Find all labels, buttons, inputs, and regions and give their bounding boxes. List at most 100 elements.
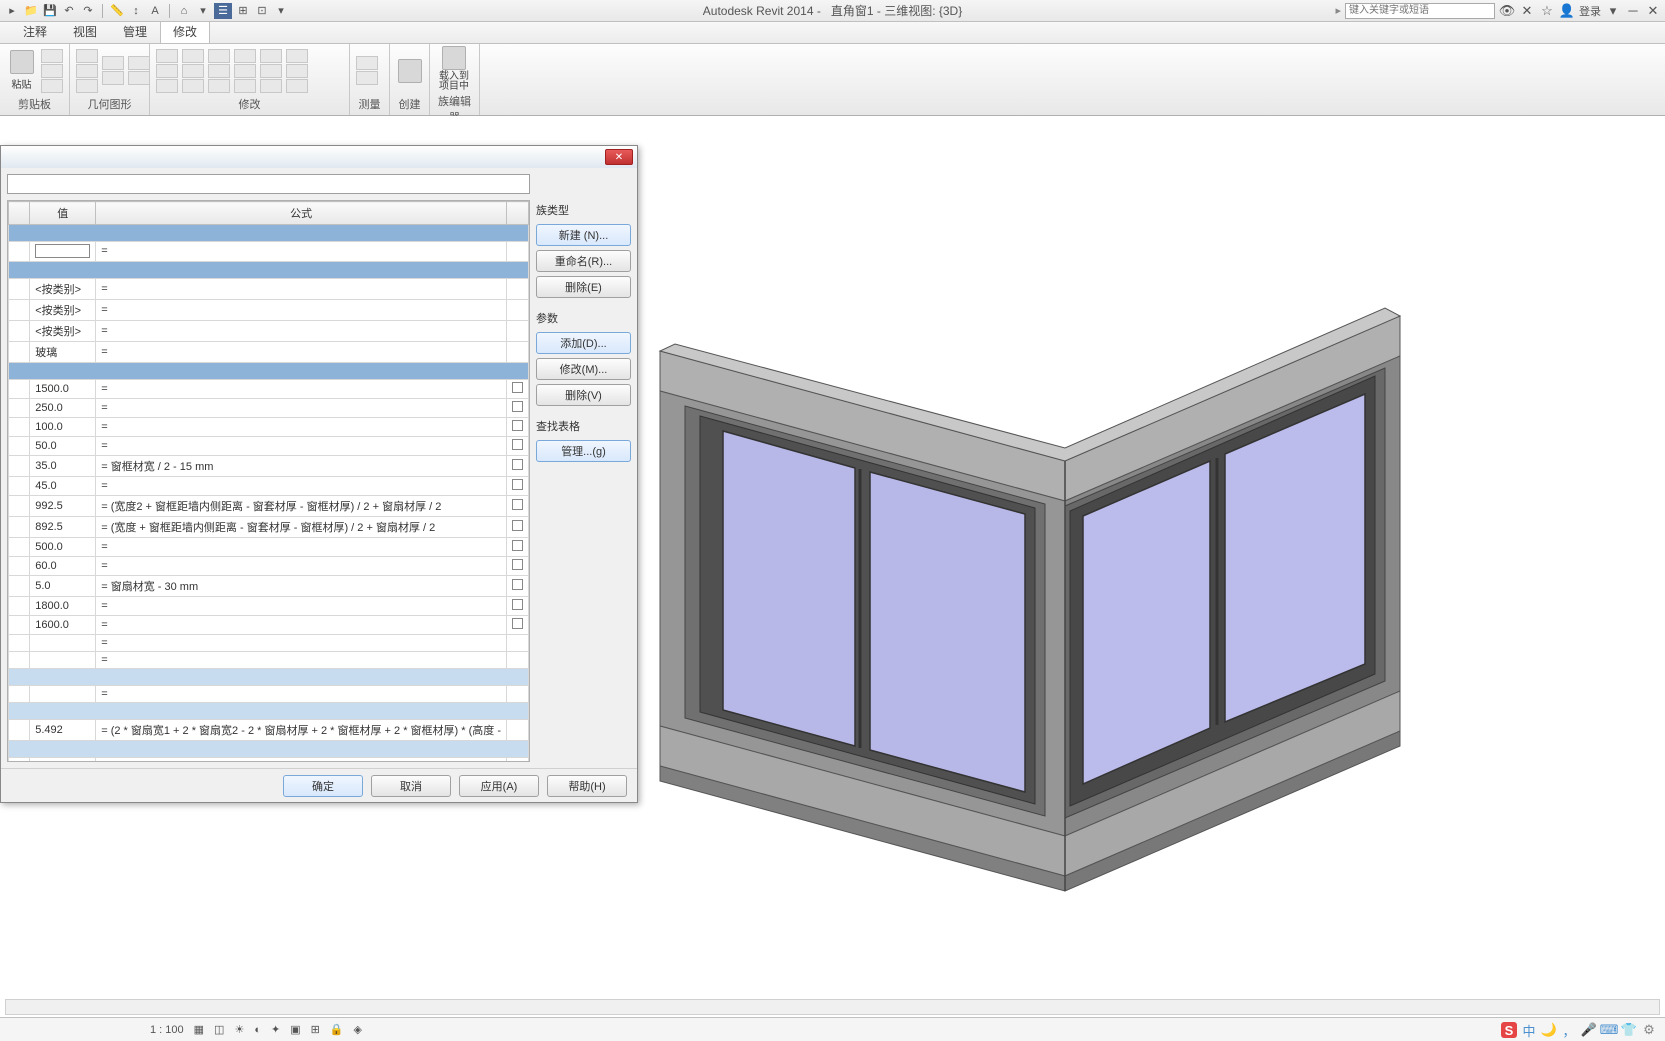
mod-btn-11[interactable]: [234, 64, 256, 78]
mod-btn-13[interactable]: [260, 49, 282, 63]
table-row[interactable]: 50.0=: [9, 436, 529, 455]
new-type-button[interactable]: 新建 (N)...: [536, 224, 631, 246]
table-row[interactable]: 35.0= 窗框材宽 / 2 - 15 mm: [9, 455, 529, 476]
favorite-icon[interactable]: ☆: [1539, 3, 1555, 19]
skin-icon[interactable]: 👕: [1621, 1022, 1637, 1038]
table-row[interactable]: [9, 261, 529, 278]
text-icon[interactable]: A: [147, 3, 163, 19]
modify-param-button[interactable]: 修改(M)...: [536, 358, 631, 380]
login-link[interactable]: 登录: [1579, 3, 1601, 19]
table-row[interactable]: =: [9, 685, 529, 702]
measure-icon[interactable]: 📏: [109, 3, 125, 19]
3d-model-view[interactable]: [645, 276, 1405, 916]
table-row[interactable]: =: [9, 651, 529, 668]
load-into-project-button[interactable]: 载入到 项目中: [436, 46, 472, 92]
app-menu-icon[interactable]: ▸: [4, 3, 20, 19]
table-row[interactable]: =: [9, 634, 529, 651]
mod-btn-17[interactable]: [286, 64, 308, 78]
shadows-icon[interactable]: ◐: [254, 1024, 261, 1036]
table-row[interactable]: [9, 362, 529, 379]
comm-icon[interactable]: ✕: [1519, 3, 1535, 19]
window-icon[interactable]: ⊡: [254, 3, 270, 19]
table-row[interactable]: <按类别>=: [9, 299, 529, 320]
lock-checkbox[interactable]: [512, 540, 523, 551]
reveal-icon[interactable]: ◈: [354, 1023, 362, 1036]
geo-btn-1[interactable]: [76, 49, 98, 63]
minimize-icon[interactable]: ─: [1625, 3, 1641, 19]
table-row[interactable]: =: [9, 757, 529, 762]
lock-checkbox[interactable]: [512, 579, 523, 590]
undo-icon[interactable]: ↶: [61, 3, 77, 19]
mod-btn-7[interactable]: [208, 49, 230, 63]
remove-param-button[interactable]: 删除(V): [536, 384, 631, 406]
tab-manage[interactable]: 管理: [110, 19, 160, 43]
table-row[interactable]: 1600.0=: [9, 615, 529, 634]
cancel-button[interactable]: 取消: [371, 775, 451, 797]
help-button[interactable]: 帮助(H): [547, 775, 627, 797]
mod-btn-6[interactable]: [182, 79, 204, 93]
mod-btn-1[interactable]: [156, 49, 178, 63]
lock-icon[interactable]: 🔒: [330, 1023, 344, 1036]
cut-button[interactable]: [41, 49, 63, 63]
user-icon[interactable]: 👤: [1559, 3, 1575, 19]
lock-checkbox[interactable]: [512, 599, 523, 610]
open-icon[interactable]: 📁: [23, 3, 39, 19]
match-button[interactable]: [41, 79, 63, 93]
dropdown-icon[interactable]: ▾: [195, 3, 211, 19]
scale-display[interactable]: 1 : 100: [150, 1024, 184, 1036]
mod-btn-14[interactable]: [260, 64, 282, 78]
lock-checkbox[interactable]: [512, 439, 523, 450]
save-icon[interactable]: 💾: [42, 3, 58, 19]
lock-checkbox[interactable]: [512, 520, 523, 531]
lock-checkbox[interactable]: [512, 618, 523, 629]
table-row[interactable]: 1500.0=: [9, 379, 529, 398]
rename-type-button[interactable]: 重命名(R)...: [536, 250, 631, 272]
geo-btn-2[interactable]: [76, 64, 98, 78]
table-row[interactable]: 892.5= (宽度 + 窗框距墙内侧距离 - 窗套材厚 - 窗框材厚) / 2…: [9, 516, 529, 537]
lock-checkbox[interactable]: [512, 420, 523, 431]
ime-lang-icon[interactable]: 中: [1521, 1022, 1537, 1038]
tab-modify[interactable]: 修改: [160, 19, 210, 43]
mod-btn-8[interactable]: [208, 64, 230, 78]
redo-icon[interactable]: ↷: [80, 3, 96, 19]
type-selector[interactable]: [7, 174, 530, 194]
table-row[interactable]: <按类别>=: [9, 320, 529, 341]
table-row[interactable]: 500.0=: [9, 537, 529, 556]
table-row[interactable]: [9, 668, 529, 685]
home-icon[interactable]: ⌂: [176, 3, 192, 19]
table-row[interactable]: <按类别>=: [9, 278, 529, 299]
mod-btn-2[interactable]: [156, 64, 178, 78]
mod-btn-4[interactable]: [182, 49, 204, 63]
dialog-close-button[interactable]: ✕: [605, 149, 633, 165]
visual-style-icon[interactable]: ◫: [214, 1023, 224, 1036]
view-icon[interactable]: ☰: [214, 3, 232, 19]
table-row[interactable]: 45.0=: [9, 476, 529, 495]
crop-region-icon[interactable]: ⊞: [311, 1023, 320, 1036]
add-param-button[interactable]: 添加(D)...: [536, 332, 631, 354]
table-row[interactable]: 玻璃=: [9, 341, 529, 362]
close-icon[interactable]: ✕: [1645, 3, 1661, 19]
lock-checkbox[interactable]: [512, 459, 523, 470]
geo-btn-5[interactable]: [102, 71, 124, 85]
table-row[interactable]: 60.0=: [9, 556, 529, 575]
geo-btn-3[interactable]: [76, 79, 98, 93]
table-row[interactable]: 992.5= (宽度2 + 窗框距墙内侧距离 - 窗套材厚 - 窗框材厚) / …: [9, 495, 529, 516]
moon-icon[interactable]: 🌙: [1541, 1022, 1557, 1038]
mod-btn-10[interactable]: [234, 49, 256, 63]
table-row[interactable]: 5.492= (2 * 窗扇宽1 + 2 * 窗扇宽2 - 2 * 窗扇材厚 +…: [9, 719, 529, 740]
table-row[interactable]: 100.0=: [9, 417, 529, 436]
sogou-ime-icon[interactable]: S: [1501, 1022, 1517, 1038]
table-row[interactable]: 5.0= 窗扇材宽 - 30 mm: [9, 575, 529, 596]
lock-checkbox[interactable]: [512, 401, 523, 412]
parameter-table[interactable]: 值 公式 = <按类别>=<按类别>=<按类别>=玻璃= 1500.0=250.…: [7, 200, 530, 762]
binoculars-icon[interactable]: 👁: [1499, 3, 1515, 19]
geo-btn-4[interactable]: [102, 56, 124, 70]
measure-btn-1[interactable]: [356, 56, 378, 70]
tab-annotate[interactable]: 注释: [10, 19, 60, 43]
sun-path-icon[interactable]: ☀: [234, 1023, 244, 1036]
sync-icon[interactable]: ⊞: [235, 3, 251, 19]
manage-lookup-button[interactable]: 管理...(g): [536, 440, 631, 462]
punct-icon[interactable]: ，: [1561, 1022, 1577, 1038]
mod-btn-3[interactable]: [156, 79, 178, 93]
ok-button[interactable]: 确定: [283, 775, 363, 797]
